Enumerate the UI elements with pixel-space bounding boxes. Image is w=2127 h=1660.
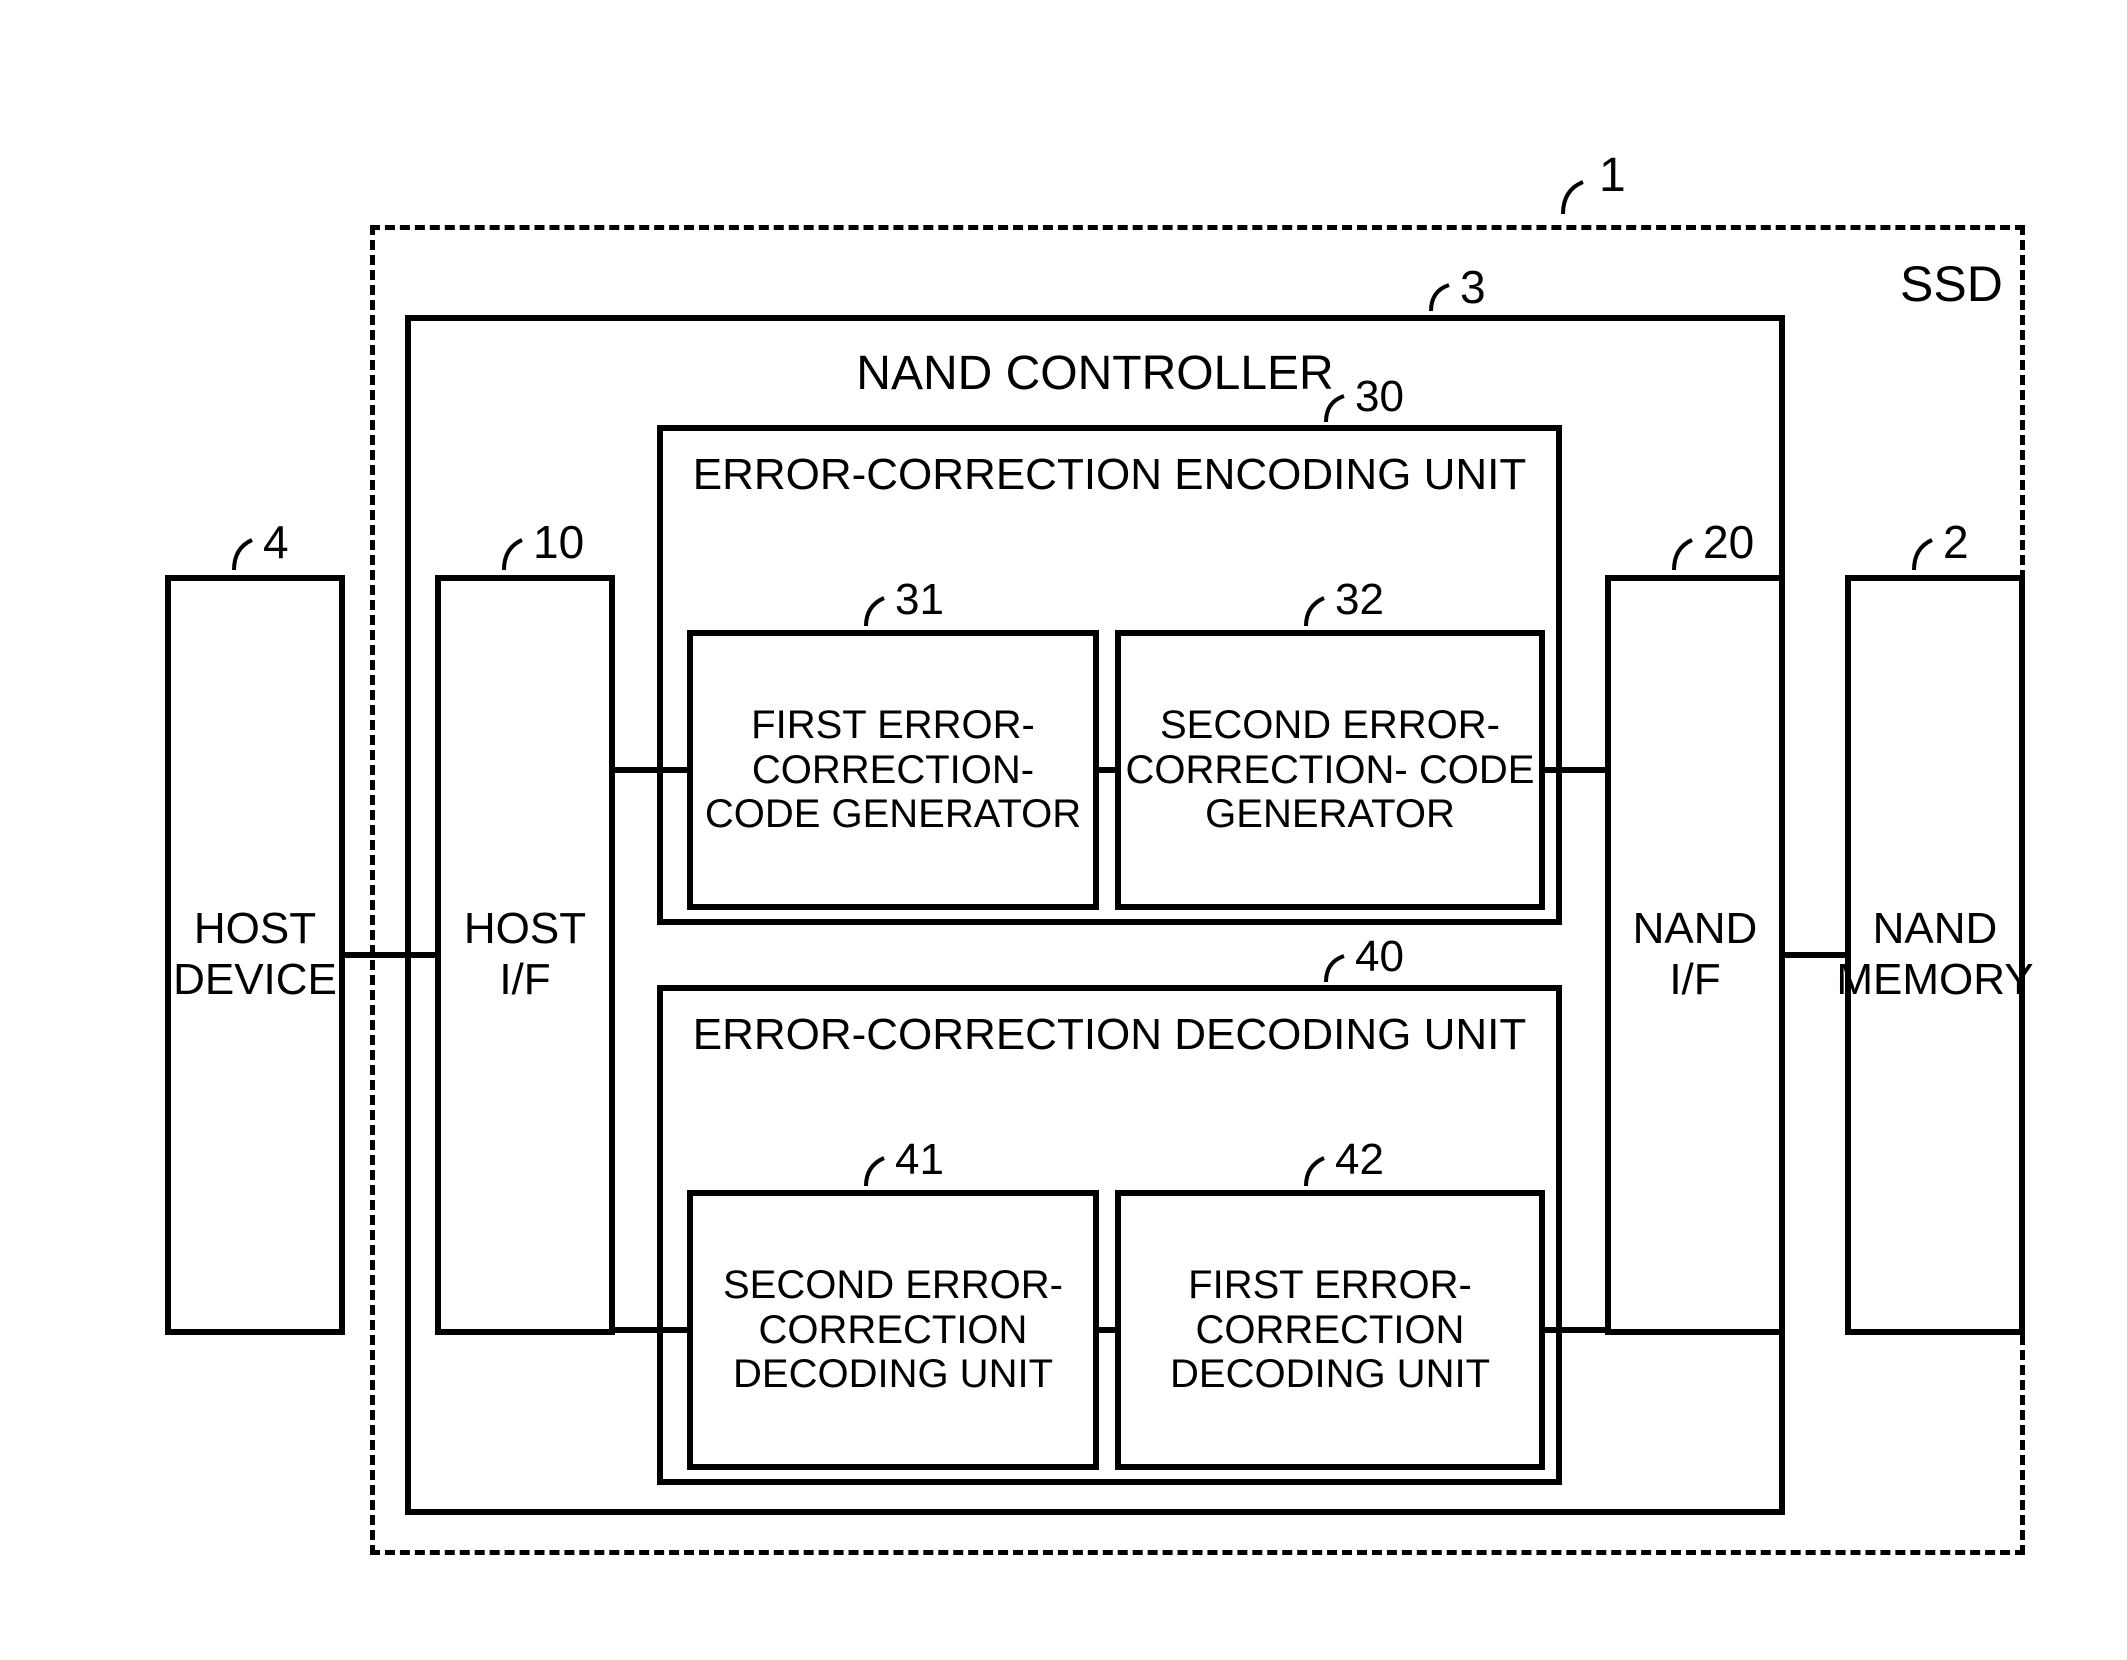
host-if-block: HOST I/F [435,575,615,1335]
conn-hostif-enc [615,767,657,773]
ref-31: 31 [895,575,944,625]
decoding-unit-text: ERROR-CORRECTION DECODING UNIT [693,1011,1527,1059]
host-device-block: HOST DEVICE [165,575,345,1335]
leader-40 [1320,948,1360,988]
leader-32 [1300,590,1340,632]
encoding-unit-text: ERROR-CORRECTION ENCODING UNIT [693,451,1527,499]
ref-40: 40 [1355,932,1404,982]
leader-20 [1668,532,1708,577]
conn-ssd-hostif [375,952,435,958]
first-encoder-text: FIRST ERROR- CORRECTION- CODE GENERATOR [693,703,1093,837]
conn-second-enc-right [1545,767,1562,773]
ref-1: 1 [1599,148,1626,203]
leader-4 [228,532,268,577]
second-encoder-text: SECOND ERROR- CORRECTION- CODE GENERATOR [1121,703,1539,837]
host-if-text: HOST I/F [441,904,609,1005]
first-encoder-block: FIRST ERROR- CORRECTION- CODE GENERATOR [687,630,1099,910]
ref-4: 4 [263,515,289,569]
nand-memory-block: NAND MEMORY [1845,575,2025,1335]
ref-41: 41 [895,1135,944,1185]
conn-enc-nandif [1562,767,1605,773]
conn-first-dec-right [1545,1327,1562,1333]
leader-2 [1908,532,1948,577]
conn-first-second-enc [1099,767,1115,773]
second-decoder-text: SECOND ERROR- CORRECTION DECODING UNIT [693,1263,1093,1397]
ref-3: 3 [1460,260,1486,314]
conn-enc-first [663,767,687,773]
leader-31 [860,590,900,632]
diagram-canvas: SSD HOST DEVICE NAND CONTROLLER HOST I/F… [0,0,2127,1660]
ref-30: 30 [1355,372,1404,422]
nand-memory-text: NAND MEMORY [1836,904,2033,1005]
nand-controller-text: NAND CONTROLLER [856,346,1333,401]
leader-10 [498,532,538,577]
conn-dec-nandif [1562,1327,1605,1333]
ssd-label: SSD [1900,255,2003,313]
leader-3 [1425,277,1465,317]
ref-20: 20 [1703,515,1754,569]
ref-42: 42 [1335,1135,1384,1185]
second-encoder-block: SECOND ERROR- CORRECTION- CODE GENERATOR [1115,630,1545,910]
first-decoder-block: FIRST ERROR- CORRECTION DECODING UNIT [1115,1190,1545,1470]
second-decoder-block: SECOND ERROR- CORRECTION DECODING UNIT [687,1190,1099,1470]
host-device-text: HOST DEVICE [171,904,339,1005]
conn-dec-second [663,1327,687,1333]
nand-if-block: NAND I/F [1605,575,1785,1335]
leader-41 [860,1150,900,1192]
first-decoder-text: FIRST ERROR- CORRECTION DECODING UNIT [1121,1263,1539,1397]
conn-hostdev-right [345,952,375,958]
leader-1 [1555,170,1605,225]
ref-10: 10 [533,515,584,569]
leader-30 [1320,388,1360,428]
conn-nandif-mem [1785,952,1845,958]
ref-2: 2 [1943,515,1969,569]
conn-second-first-dec [1099,1327,1115,1333]
nand-if-text: NAND I/F [1611,904,1779,1005]
conn-hostif-dec [615,1327,657,1333]
ref-32: 32 [1335,575,1384,625]
leader-42 [1300,1150,1340,1192]
